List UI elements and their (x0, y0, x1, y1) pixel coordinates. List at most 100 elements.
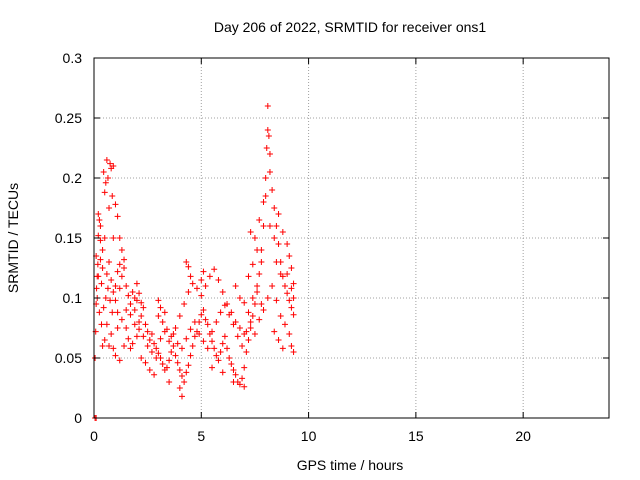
data-point (133, 280, 140, 287)
x-tick-label: 10 (301, 428, 317, 444)
data-point (100, 169, 107, 175)
data-point (110, 163, 117, 169)
data-point (144, 328, 151, 335)
data-point (166, 379, 173, 385)
data-point (269, 283, 276, 289)
data-point (95, 211, 102, 217)
data-point (275, 241, 282, 247)
data-point (224, 345, 231, 352)
data-point (97, 223, 104, 229)
data-point (263, 145, 270, 151)
data-point (245, 337, 252, 343)
data-point (288, 285, 295, 292)
data-point (103, 157, 110, 163)
data-point (93, 285, 100, 292)
data-point (159, 319, 166, 325)
data-point (123, 283, 130, 289)
data-point (247, 319, 254, 325)
data-point (211, 345, 218, 352)
data-point (153, 345, 160, 352)
data-point (97, 256, 104, 263)
data-point (110, 235, 117, 241)
data-point (138, 355, 145, 361)
data-point (288, 265, 295, 271)
data-point (183, 259, 190, 265)
data-point (170, 343, 177, 349)
data-point (254, 283, 261, 289)
data-point (166, 338, 173, 345)
data-point (102, 295, 109, 301)
data-point (181, 301, 188, 307)
data-point (110, 345, 117, 352)
data-point (226, 355, 233, 361)
y-tick-label: 0 (74, 410, 82, 426)
data-point (161, 309, 168, 316)
data-point (116, 261, 123, 268)
data-point (219, 289, 226, 295)
data-point (200, 268, 207, 275)
x-tick-label: 20 (515, 428, 531, 444)
data-point (101, 337, 108, 343)
data-point (112, 352, 119, 359)
data-point (281, 321, 288, 328)
data-point (234, 333, 241, 340)
data-point (114, 268, 121, 275)
data-point (138, 299, 145, 306)
data-point (196, 331, 203, 337)
data-point (247, 325, 254, 331)
data-point (121, 343, 128, 349)
data-point (189, 343, 196, 349)
data-point (131, 307, 138, 313)
data-point (103, 321, 110, 328)
data-point (249, 295, 256, 301)
data-point (230, 321, 237, 328)
data-point (194, 285, 200, 292)
data-point (202, 283, 209, 289)
data-point (107, 160, 114, 167)
data-point (221, 302, 228, 309)
data-point (104, 175, 111, 181)
data-point (204, 345, 211, 352)
data-point (168, 349, 175, 355)
data-point (266, 151, 273, 157)
data-point (271, 235, 278, 241)
data-point (264, 127, 271, 133)
data-point (262, 193, 269, 199)
data-point (99, 265, 106, 271)
data-point (290, 311, 297, 318)
data-point (98, 321, 105, 328)
data-point (176, 313, 183, 319)
data-point (209, 328, 216, 335)
data-point (185, 263, 192, 270)
data-point (260, 223, 267, 229)
data-point (236, 325, 243, 331)
data-point (279, 229, 286, 235)
data-point (121, 256, 128, 263)
y-tick-label: 0.3 (63, 50, 83, 66)
y-tick-label: 0.05 (55, 350, 82, 366)
data-point (260, 199, 267, 205)
data-point (290, 280, 297, 287)
data-point (232, 371, 239, 378)
data-point (123, 325, 130, 331)
data-point (155, 350, 162, 357)
x-tick-label: 15 (408, 428, 424, 444)
data-point (127, 311, 134, 318)
data-point (178, 345, 185, 352)
data-point (256, 316, 263, 323)
data-point (106, 343, 113, 349)
tick-labels: 0 5 10 15 20 0 0.05 0.1 0.15 0.2 0.25 0.3 (55, 50, 531, 444)
data-point (112, 283, 119, 289)
data-point (101, 189, 108, 196)
data-point (284, 290, 291, 297)
data-point (131, 321, 138, 328)
data-point (129, 289, 136, 295)
data-point (174, 340, 181, 347)
data-point (286, 297, 293, 304)
y-tick-label: 0.2 (63, 170, 83, 186)
data-point (200, 338, 207, 345)
data-point (232, 283, 239, 289)
data-point (114, 213, 121, 220)
